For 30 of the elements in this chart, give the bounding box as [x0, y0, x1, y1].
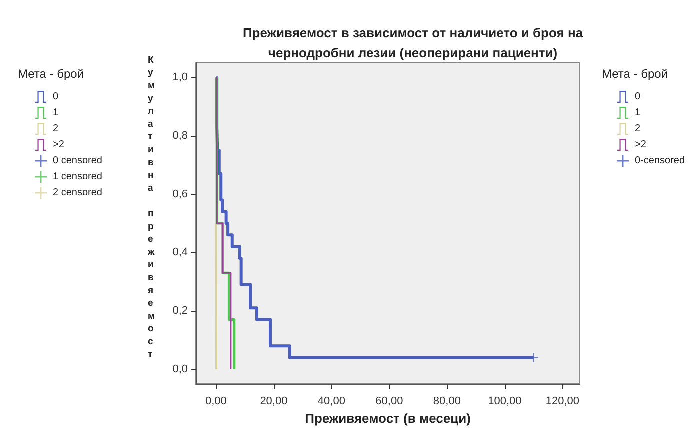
legend-title: Мета - брой: [602, 67, 668, 81]
legend-label: 2 censored: [53, 188, 102, 198]
legend-label: 0-censored: [635, 156, 686, 166]
y-tick-label: 0,6: [172, 188, 188, 200]
x-tick-label: 0,00: [206, 396, 227, 408]
text: 1: [635, 108, 641, 118]
legend-label: 2: [53, 124, 59, 134]
legend-label: 0 censored: [53, 156, 102, 166]
legend-label: >2: [53, 140, 65, 150]
chart-title: Преживяемост в зависимост от наличието и броя на чернодробни лезии (неоперирани пациенти): [242, 26, 584, 60]
y-tick-label: 0,2: [172, 305, 188, 318]
x-tick-label: 100,00: [488, 396, 522, 408]
y-tick-label: 1,0: [172, 72, 188, 84]
x-tick-label: 60,00: [376, 396, 404, 408]
x-tick-label: 40,00: [318, 396, 346, 408]
legend-label: 1 censored: [53, 172, 102, 182]
text: 2: [635, 124, 641, 134]
y-tick-label: 0,8: [172, 130, 188, 142]
text: >2: [635, 140, 646, 150]
x-tick-label: 120,00: [546, 396, 580, 408]
legend-label: 0: [635, 92, 641, 102]
x-axis-title: Преживяемост (в месеци): [305, 411, 471, 426]
text: Кумулативна преживяемост: [148, 54, 156, 360]
y-tick-label: 0,0: [172, 363, 188, 376]
text: Мета - брой: [18, 67, 84, 81]
x-tick-label: 80,00: [433, 396, 461, 408]
text: 0: [53, 92, 59, 102]
y-tick-label: 0,4: [172, 246, 188, 259]
x-tick-label: 20,00: [260, 396, 288, 408]
legend-label: 1: [53, 108, 59, 118]
